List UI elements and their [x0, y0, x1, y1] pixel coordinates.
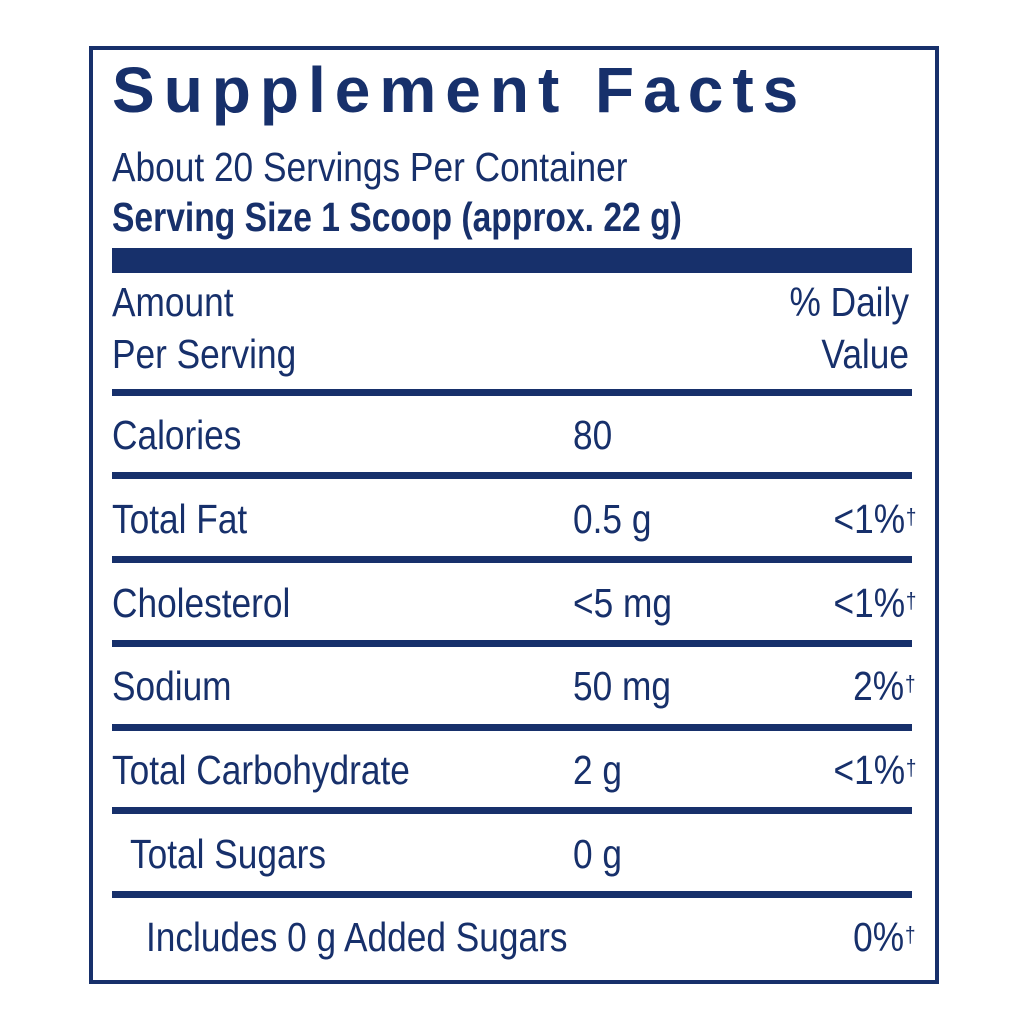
- row-amount-total-fat: 0.5 g: [573, 496, 652, 542]
- dv-value: <1%: [833, 496, 905, 542]
- header-left-line1: Amount: [112, 279, 234, 325]
- dagger-symbol: †: [905, 671, 916, 696]
- dv-value: <1%: [833, 747, 905, 793]
- row-amount-total-sugars: 0 g: [573, 831, 623, 877]
- daily-value-header: % Daily Value: [789, 276, 909, 380]
- dagger-symbol: †: [905, 755, 916, 780]
- header-right-line1: % Daily: [789, 279, 909, 325]
- row-name-total-carbohydrate: Total Carbohydrate: [112, 747, 410, 793]
- dv-value: <1%: [833, 580, 905, 626]
- row-dv-cholesterol: <1%†: [833, 579, 916, 627]
- dv-value: 0%: [853, 914, 905, 960]
- row-name-total-fat: Total Fat: [112, 496, 248, 542]
- thick-divider: [112, 248, 912, 273]
- row-name-added-sugars: Includes 0 g Added Sugars: [146, 914, 568, 960]
- row-dv-added-sugars: 0%†: [854, 913, 916, 961]
- dagger-symbol: †: [905, 588, 916, 613]
- row-dv-total-carbohydrate: <1%†: [833, 746, 916, 794]
- divider: [112, 472, 912, 479]
- divider: [112, 640, 912, 647]
- divider: [112, 891, 912, 898]
- row-amount-cholesterol: <5 mg: [573, 580, 672, 626]
- row-amount-total-carbohydrate: 2 g: [573, 747, 623, 793]
- servings-per-container: About 20 Servings Per Container: [112, 144, 628, 190]
- divider: [112, 389, 912, 396]
- header-left-line2: Per Serving: [112, 331, 297, 377]
- row-amount-calories: 80: [573, 412, 613, 458]
- serving-size: Serving Size 1 Scoop (approx. 22 g): [112, 194, 682, 240]
- dv-value: 2%: [853, 663, 905, 709]
- row-amount-sodium: 50 mg: [573, 663, 671, 709]
- divider: [112, 556, 912, 563]
- row-dv-sodium: 2%†: [854, 662, 916, 710]
- row-name-cholesterol: Cholesterol: [112, 580, 291, 626]
- row-name-total-sugars: Total Sugars: [130, 831, 326, 877]
- divider: [112, 807, 912, 814]
- label-frame: [89, 46, 939, 984]
- divider: [112, 724, 912, 731]
- header-right-line2: Value: [821, 331, 909, 377]
- dagger-symbol: †: [905, 922, 916, 947]
- row-name-sodium: Sodium: [112, 663, 232, 709]
- amount-per-serving-header: Amount Per Serving: [112, 276, 296, 380]
- row-dv-total-fat: <1%†: [833, 495, 916, 543]
- dagger-symbol: †: [905, 504, 916, 529]
- label-title: Supplement Facts: [112, 54, 808, 126]
- row-name-calories: Calories: [112, 412, 242, 458]
